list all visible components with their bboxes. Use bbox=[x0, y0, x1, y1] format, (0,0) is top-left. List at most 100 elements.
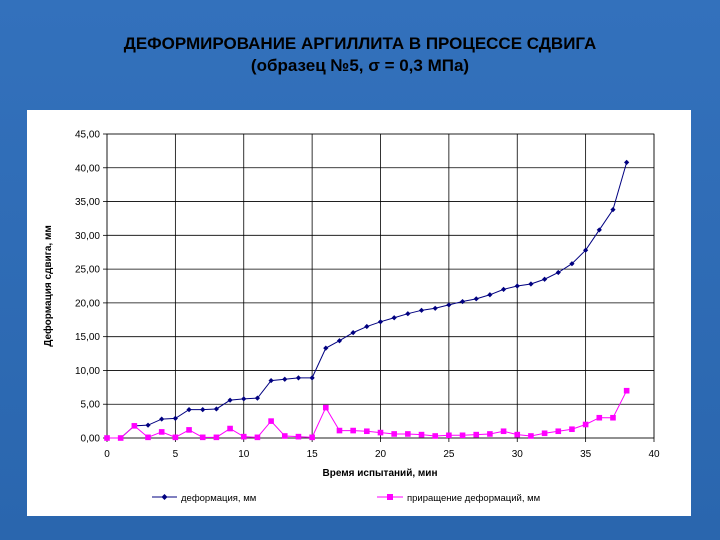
deformation-point bbox=[241, 396, 247, 402]
deformation-point bbox=[159, 416, 165, 422]
deformation-point bbox=[528, 281, 534, 287]
deformation-point bbox=[200, 407, 206, 413]
line-chart: 0,00 5,00 10,00 15,00 20,00 25,00 30,00 35,00 40… bbox=[42, 130, 660, 505]
deformation-point bbox=[295, 375, 302, 381]
gridlines bbox=[103, 133, 655, 442]
increment-point bbox=[213, 434, 220, 441]
x-tick-label: 10 bbox=[238, 449, 250, 460]
y-axis-ticks: 0,00 5,00 10,00 15,00 20,00 25,00 30,00 35,00 40… bbox=[75, 130, 100, 445]
slide-title: ДЕФОРМИРОВАНИЕ АРГИЛЛИТА В ПРОЦЕССЕ СДВИ… bbox=[123, 34, 597, 53]
x-tick-label: 0 bbox=[104, 449, 110, 460]
increment-point bbox=[309, 434, 315, 441]
deformation-point bbox=[145, 422, 151, 428]
chart-panel: 0,00 5,00 10,00 15,00 20,00 25,00 30,00 35,00 40… bbox=[27, 110, 691, 516]
increment-point bbox=[473, 431, 480, 438]
increment-point bbox=[281, 433, 288, 439]
deformation-point bbox=[282, 376, 288, 382]
increment-point bbox=[172, 434, 179, 441]
deformation-point bbox=[432, 305, 438, 311]
increment-point bbox=[446, 432, 452, 439]
increment-point bbox=[487, 431, 493, 437]
x-tick-label: 35 bbox=[580, 449, 592, 460]
increment-point bbox=[186, 427, 192, 433]
deformation-point bbox=[323, 345, 329, 351]
deformation-point bbox=[405, 311, 411, 317]
increment-point bbox=[514, 431, 521, 438]
y-tick-label: 15,00 bbox=[75, 332, 100, 343]
y-axis-label: Деформация сдвига, мм bbox=[42, 225, 54, 347]
increment-point bbox=[541, 430, 548, 437]
y-tick-label: 10,00 bbox=[75, 366, 100, 377]
deformation-point bbox=[596, 227, 602, 233]
increment-point bbox=[555, 428, 562, 435]
increment-point bbox=[323, 404, 329, 411]
increment-point bbox=[610, 414, 616, 421]
increment-point bbox=[582, 421, 589, 428]
deformation-point bbox=[610, 207, 616, 213]
increment-point bbox=[377, 429, 384, 436]
series-markers bbox=[104, 159, 630, 441]
increment-point bbox=[500, 428, 507, 435]
y-tick-label: 0,00 bbox=[81, 434, 101, 445]
deformation-point bbox=[624, 159, 630, 165]
deformation-point bbox=[213, 406, 219, 412]
increment-point bbox=[295, 433, 302, 440]
y-tick-label: 40,00 bbox=[75, 163, 100, 174]
x-tick-label: 5 bbox=[173, 449, 179, 460]
x-tick-label: 30 bbox=[512, 449, 524, 460]
increment-point bbox=[117, 435, 124, 441]
deformation-point bbox=[350, 330, 356, 336]
deformation-point bbox=[391, 315, 397, 321]
deformation-point bbox=[569, 261, 575, 267]
x-axis-label: Время испытаний, мин bbox=[323, 468, 438, 479]
increment-point bbox=[623, 387, 630, 394]
y-tick-label: 5,00 bbox=[81, 400, 101, 411]
deformation-point bbox=[336, 338, 343, 344]
legend-label-deformation: деформация, мм bbox=[181, 493, 256, 504]
increment-point bbox=[528, 433, 534, 439]
y-tick-label: 45,00 bbox=[75, 130, 100, 141]
increment-point bbox=[405, 431, 411, 437]
deformation-point bbox=[172, 415, 178, 422]
increment-point bbox=[336, 427, 343, 434]
deformation-point bbox=[309, 375, 315, 381]
deformation-point bbox=[418, 307, 425, 313]
deformation-point bbox=[542, 276, 548, 282]
increment-point bbox=[240, 433, 247, 440]
increment-point bbox=[104, 435, 110, 441]
increment-point bbox=[459, 432, 466, 439]
increment-point bbox=[364, 428, 370, 435]
deformation-point bbox=[364, 323, 370, 330]
increment-point bbox=[418, 431, 425, 438]
increment-point bbox=[145, 434, 151, 441]
x-tick-label: 40 bbox=[648, 449, 660, 460]
x-axis-ticks: 0 5 10 15 20 25 30 35 40 bbox=[104, 449, 660, 460]
increment-point bbox=[391, 431, 397, 437]
x-tick-label: 20 bbox=[375, 449, 387, 460]
increment-point bbox=[432, 433, 438, 439]
increment-point bbox=[254, 434, 261, 441]
increment-point bbox=[227, 425, 233, 432]
deformation-point bbox=[583, 247, 589, 253]
y-tick-label: 30,00 bbox=[75, 231, 100, 242]
deformation-point bbox=[555, 269, 561, 276]
increment-point bbox=[596, 414, 603, 421]
increment-point bbox=[569, 426, 575, 433]
x-tick-label: 25 bbox=[443, 449, 455, 460]
deformation-point bbox=[514, 283, 520, 289]
legend-item-deformation: деформация, мм bbox=[152, 493, 256, 504]
y-tick-label: 25,00 bbox=[75, 265, 100, 276]
x-tick-label: 15 bbox=[307, 449, 319, 460]
increment-point bbox=[350, 427, 356, 434]
increment-point bbox=[131, 423, 138, 429]
deformation-point bbox=[186, 407, 192, 413]
deformation-point bbox=[487, 292, 493, 298]
slide-subtitle: (образец №5, σ = 0,3 МПа) bbox=[250, 56, 470, 75]
deformation-point bbox=[227, 397, 233, 403]
legend: деформация, мм приращение деформаций, мм bbox=[152, 493, 540, 504]
increment-point bbox=[158, 429, 165, 435]
increment-point bbox=[268, 418, 274, 424]
y-tick-label: 20,00 bbox=[75, 298, 100, 309]
deformation-point bbox=[377, 319, 384, 325]
